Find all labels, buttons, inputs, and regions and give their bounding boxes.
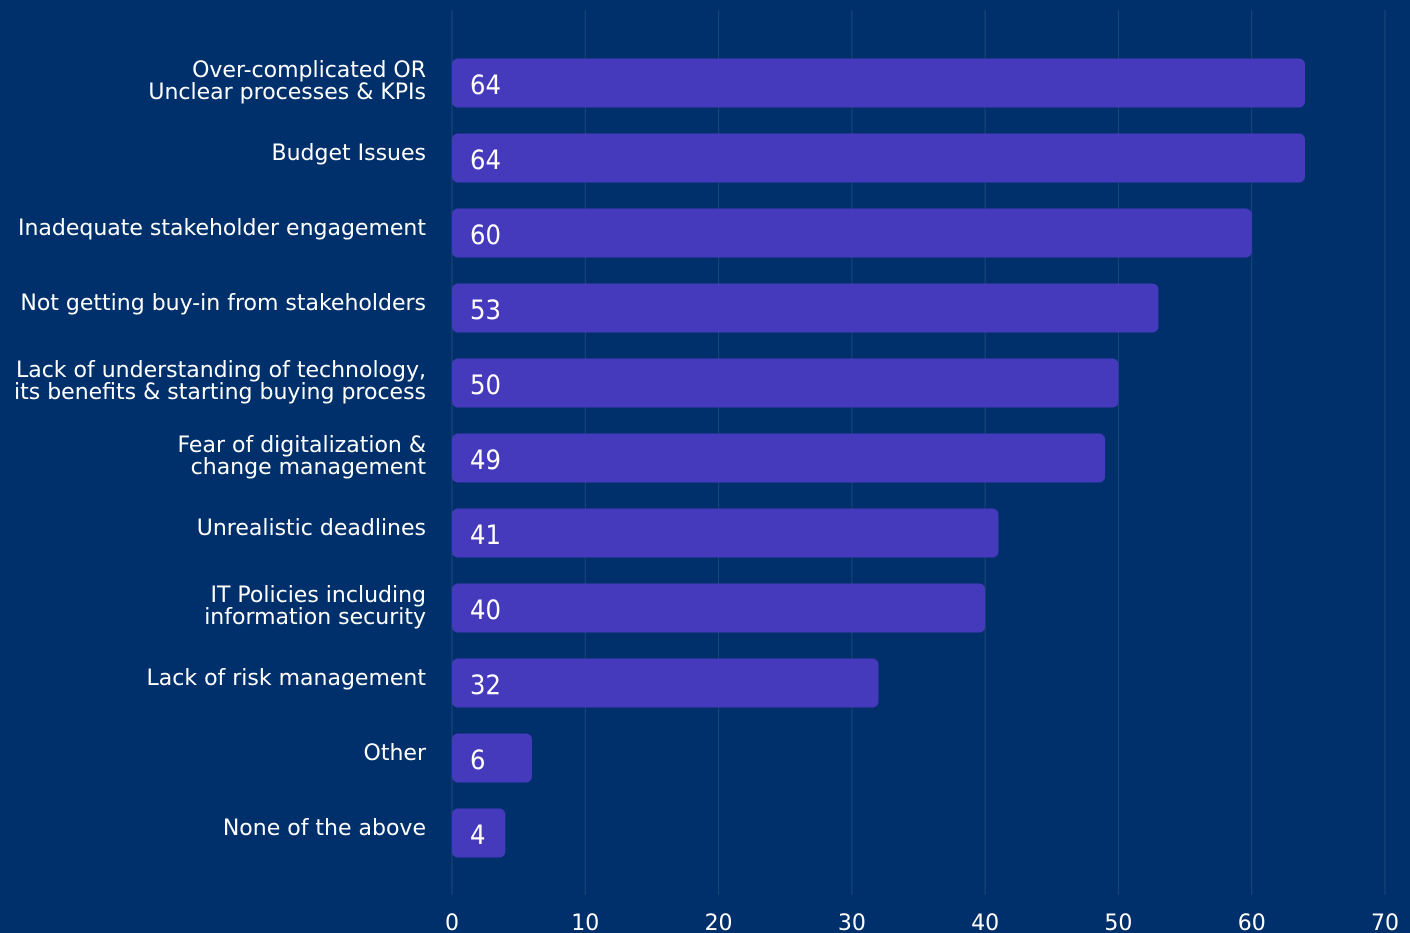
category-label-line: None of the above	[223, 816, 426, 841]
category-label: IT Policies including information securit…	[204, 583, 426, 630]
x-axis-ticks: 0 10 20 30 40 50 60 70	[445, 911, 1399, 933]
bar-value-label: 41	[470, 520, 501, 551]
bar-value-label: 53	[470, 295, 501, 326]
category-label-line: Other	[364, 741, 427, 766]
category-label-line: Budget Issues	[272, 141, 426, 166]
category-label: Not getting buy-in from stakeholders	[20, 291, 426, 316]
category-label-line: Fear of digitalization &	[177, 433, 426, 458]
category-labels: Over-complicated OR Unclear processes & K…	[14, 58, 427, 841]
category-label: Over-complicated OR Unclear processes & K…	[148, 58, 426, 105]
category-label: Inadequate stakeholder engagement	[18, 216, 426, 241]
x-tick-label: 10	[571, 911, 599, 933]
x-tick-label: 0	[445, 911, 459, 933]
category-label-line: Unclear processes & KPIs	[148, 80, 426, 105]
category-label-line: IT Policies including	[211, 583, 426, 608]
x-tick-label: 40	[971, 911, 999, 933]
category-label: Budget Issues	[272, 141, 426, 166]
bar-value-label: 6	[470, 745, 485, 776]
bar	[452, 358, 1119, 408]
category-label-line: Over-complicated OR	[192, 58, 426, 83]
category-label: None of the above	[223, 816, 426, 841]
bar-value-label: 60	[470, 220, 501, 251]
category-label-line: its benefits & starting buying process	[14, 380, 426, 405]
category-label: Unrealistic deadlines	[197, 516, 426, 541]
category-label-line: Not getting buy-in from stakeholders	[20, 291, 426, 316]
bar	[452, 508, 999, 558]
category-label-line: information security	[204, 605, 426, 630]
category-label-line: Lack of risk management	[147, 666, 427, 691]
x-tick-label: 20	[705, 911, 733, 933]
bar	[452, 133, 1306, 183]
bar	[452, 583, 986, 633]
category-label-line: Unrealistic deadlines	[197, 516, 426, 541]
bar-value-label: 40	[470, 595, 501, 626]
category-label: Other	[364, 741, 427, 766]
bar-value-label: 50	[470, 370, 501, 401]
category-label: Lack of understanding of technology, its …	[14, 358, 426, 405]
x-tick-label: 50	[1104, 911, 1132, 933]
bar-value-label: 4	[470, 820, 485, 851]
bar	[452, 733, 532, 783]
bars	[452, 58, 1306, 858]
x-tick-label: 70	[1371, 911, 1399, 933]
category-label: Lack of risk management	[147, 666, 427, 691]
bar-value-label: 49	[470, 445, 501, 476]
bar-value-label: 64	[470, 145, 501, 176]
category-label-line: change management	[191, 455, 427, 480]
category-label: Fear of digitalization & change managemen…	[177, 433, 426, 480]
bar	[452, 433, 1106, 483]
bar	[452, 58, 1306, 108]
bar-value-label: 32	[470, 670, 501, 701]
bar	[452, 208, 1252, 258]
bar	[452, 283, 1159, 333]
bar	[452, 808, 506, 858]
bar	[452, 658, 879, 708]
category-label-line: Lack of understanding of technology,	[16, 358, 426, 383]
bar-value-label: 64	[470, 70, 501, 101]
category-label-line: Inadequate stakeholder engagement	[18, 216, 426, 241]
x-tick-label: 60	[1238, 911, 1266, 933]
x-tick-label: 30	[838, 911, 866, 933]
